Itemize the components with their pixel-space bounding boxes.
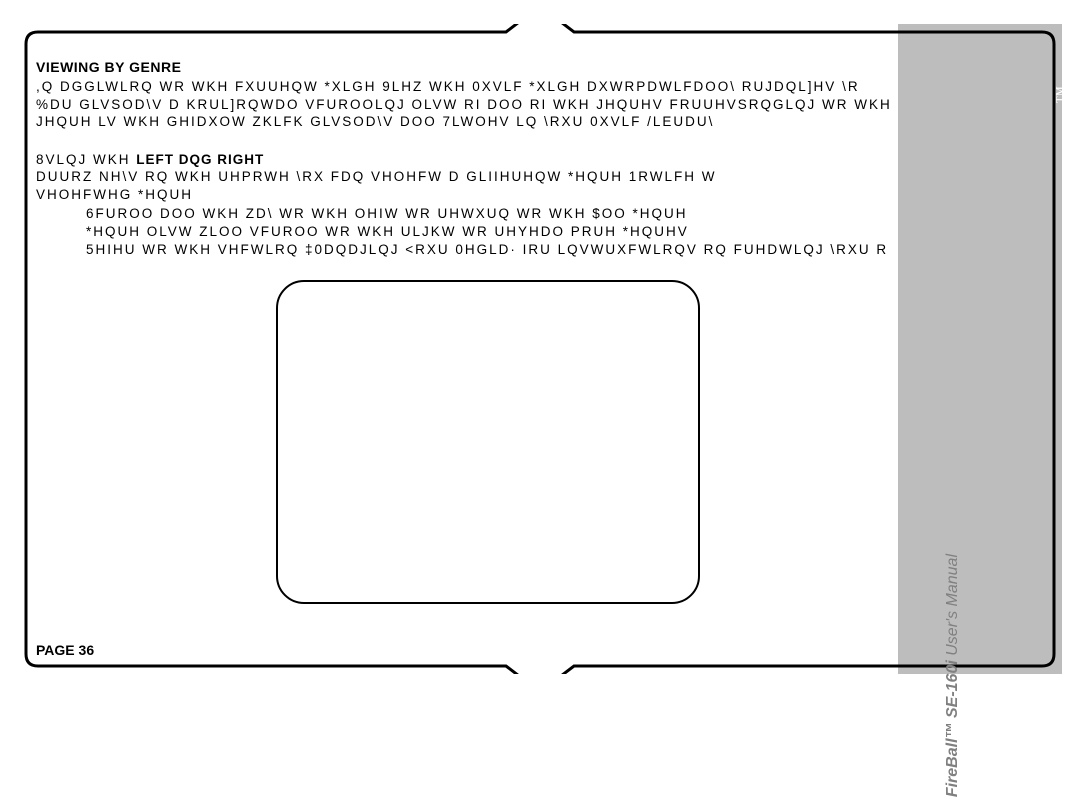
page-number: PAGE 36: [36, 642, 94, 658]
body-line-2: %DU GLVSOD\V D KRUL]RQWDO VFUROOLQJ OLVW…: [36, 96, 892, 114]
bullet-list: 6FUROO DOO WKH ZD\ WR WKH OHIW WR UHWXUQ…: [36, 205, 892, 258]
body-line-4-bold: LEFT DQG RIGHT: [136, 152, 264, 167]
bullet-1: 6FUROO DOO WKH ZD\ WR WKH OHIW WR UHWXUQ…: [86, 205, 892, 223]
section-heading: VIEWING BY GENRE: [36, 58, 892, 76]
body-line-5: VHOHFWHG *HQUH: [36, 186, 892, 204]
paragraph-2: 8VLQJ WKH LEFT DQG RIGHT DUURZ NH\V RQ W…: [36, 151, 892, 186]
content-area: VIEWING BY GENRE ,Q DGGLWLRQ WR WKH FXUU…: [36, 58, 892, 258]
fireball-bold: FireBall™ SE-160i: [944, 660, 961, 797]
body-line-4b: DUURZ NH\V RQ WKH UHPRWH \RX FDQ VHOHFW …: [36, 169, 717, 184]
logo-tm: ™: [1052, 84, 1072, 104]
escient-logo: ESCIENT™: [1042, 84, 1080, 496]
body-line-1: ,Q DGGLWLRQ WR WKH FXUUHQW *XLGH 9LHZ WK…: [36, 78, 892, 96]
bullet-2: *HQUH OLVW ZLOO VFUROO WR WKH ULJKW WR U…: [86, 223, 892, 241]
logo-text: ESCIENT: [1044, 104, 1080, 496]
page-container: ESCIENT™ FireBall™ SE-160i User's Manual…: [18, 24, 1062, 674]
bullet-3: 5HIHU WR WKH VHFWLRQ ‡0DQDJLQJ <RXU 0HGL…: [86, 241, 892, 259]
body-line-3: JHQUH LV WKH GHIDXOW ZKLFK GLVSOD\V DOO …: [36, 113, 892, 131]
fireball-rest: User's Manual: [944, 554, 961, 660]
body-line-4a: 8VLQJ WKH: [36, 152, 136, 167]
fireball-manual-text: FireBall™ SE-160i User's Manual: [944, 554, 962, 797]
screenshot-placeholder: [276, 280, 700, 604]
